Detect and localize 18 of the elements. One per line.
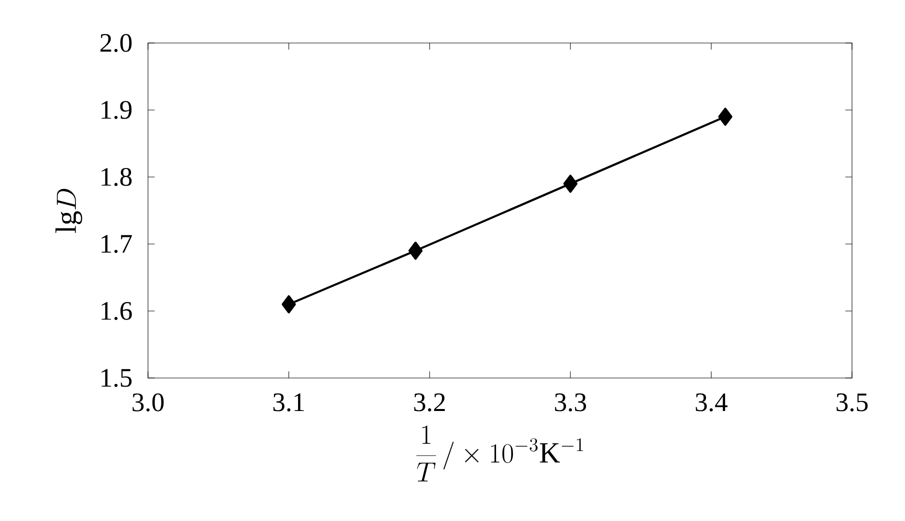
y-axis-title: $\mathrm{lg}D$ (55, 188, 82, 233)
x-axis-title: $\frac{1}{T}\,/\times 10^{-3}\mathrm{K}^{-1}$ (416, 426, 584, 482)
y-tick-label: 1.9 (102, 100, 132, 120)
y-tick-label: 1.7 (102, 235, 132, 253)
x-tick-label: 3.1 (273, 393, 304, 412)
x-tick-label: 3.5 (836, 393, 868, 412)
y-tick-label: 1.8 (102, 168, 132, 186)
point (282, 295, 296, 314)
y-tick-label: 2.0 (100, 34, 132, 52)
x-tick-label: 3.4 (696, 393, 728, 412)
point (408, 242, 423, 260)
y-tick-label: 1.5 (102, 369, 132, 387)
point (718, 108, 732, 126)
x-tick-label: 3.0 (132, 393, 164, 412)
x-tick-label: 3.3 (555, 393, 586, 412)
point (563, 174, 578, 193)
y-tick-label: 1.6 (102, 302, 132, 320)
x-tick-label: 3.2 (414, 393, 445, 412)
